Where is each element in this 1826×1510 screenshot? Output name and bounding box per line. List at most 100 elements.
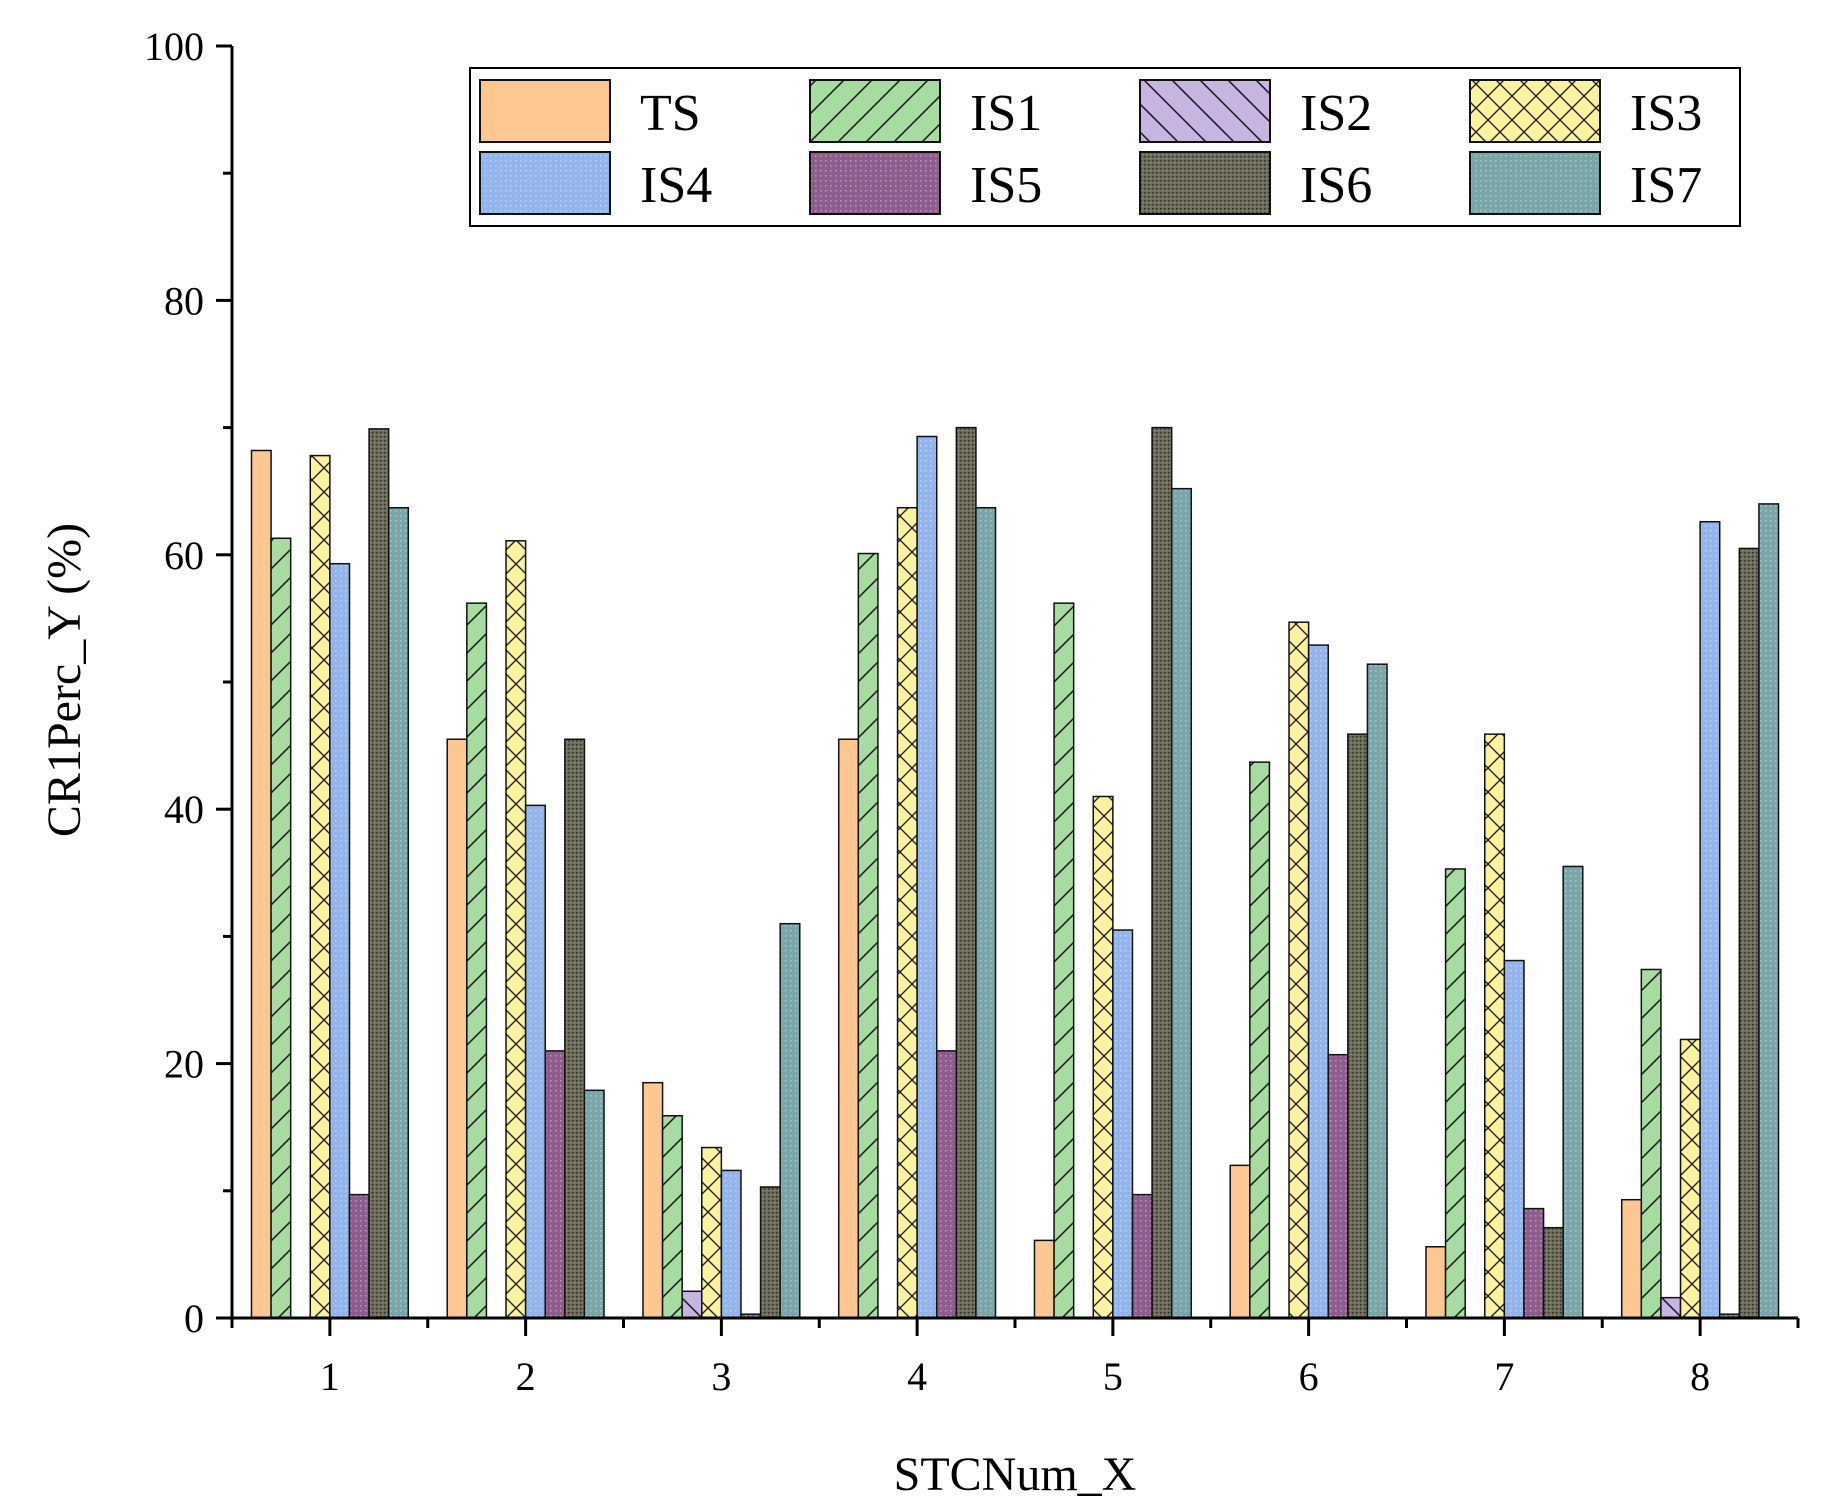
bar-is6-2 <box>564 738 586 1319</box>
legend-label: IS5 <box>970 157 1042 214</box>
bar-is7-2 <box>583 1089 605 1319</box>
x-tick-label: 2 <box>516 1354 536 1399</box>
bar-is1-7 <box>1444 868 1466 1319</box>
legend-label: IS2 <box>1300 85 1372 142</box>
bar-is3-5 <box>1092 795 1114 1319</box>
bar-is5-2 <box>544 1050 566 1319</box>
bar-is1-1 <box>270 537 292 1319</box>
legend-item-is2: IS2 <box>1139 79 1372 143</box>
x-tick-label: 3 <box>711 1354 731 1399</box>
legend-item-is3: IS3 <box>1469 79 1702 143</box>
bar-is6-3 <box>759 1186 781 1319</box>
bar-is7-6 <box>1366 663 1388 1319</box>
legend-swatch <box>479 79 611 143</box>
x-tick-label: 4 <box>907 1354 927 1399</box>
bar-is4-1 <box>329 562 351 1319</box>
bar-is2-8 <box>1660 1296 1682 1319</box>
legend-label: IS1 <box>970 85 1042 142</box>
legend-label: IS6 <box>1300 157 1372 214</box>
y-tick-label: 40 <box>164 787 204 832</box>
bar-is1-5 <box>1053 602 1075 1319</box>
bar-ts-8 <box>1620 1198 1643 1319</box>
bar-is3-4 <box>896 506 918 1319</box>
bar-is3-8 <box>1679 1038 1701 1319</box>
bar-ts-2 <box>446 738 468 1319</box>
bar-ts-6 <box>1229 1164 1251 1319</box>
bar-is7-3 <box>779 922 801 1319</box>
legend-item-is1: IS1 <box>809 79 1042 143</box>
legend-item-is4: IS4 <box>479 151 712 215</box>
bar-is3-3 <box>701 1146 723 1319</box>
bar-ts-3 <box>642 1081 664 1319</box>
x-tick-label: 1 <box>320 1354 340 1399</box>
bar-is5-4 <box>935 1050 958 1319</box>
bar-is5-7 <box>1523 1207 1545 1319</box>
x-tick-label: 7 <box>1494 1354 1514 1399</box>
bar-is3-2 <box>505 540 527 1319</box>
y-tick-label: 80 <box>164 278 204 323</box>
plot-area <box>250 426 1780 1319</box>
bar-is3-1 <box>309 454 331 1319</box>
bar-is1-4 <box>857 552 879 1319</box>
x-axis-title: STCNum_X <box>894 1448 1137 1501</box>
legend-swatch <box>1469 151 1601 215</box>
bar-ts-4 <box>837 738 860 1319</box>
x-tick-label: 8 <box>1690 1354 1710 1399</box>
y-tick-label: 0 <box>184 1296 204 1341</box>
bar-is5-1 <box>348 1193 370 1319</box>
legend-swatch <box>479 151 611 215</box>
axes <box>216 44 1800 1336</box>
y-tick-label: 60 <box>164 533 204 578</box>
bar-is4-5 <box>1112 929 1134 1319</box>
bar-is6-7 <box>1542 1226 1564 1319</box>
y-tick-label: 100 <box>144 24 204 69</box>
legend-label: IS7 <box>1630 157 1702 214</box>
bar-is1-6 <box>1249 761 1271 1319</box>
bar-is1-2 <box>466 602 488 1319</box>
legend-swatch <box>1469 79 1601 143</box>
x-tick-label: 5 <box>1103 1354 1123 1399</box>
bar-is4-6 <box>1307 644 1329 1319</box>
bar-is4-4 <box>916 435 938 1319</box>
bar-is6-4 <box>955 426 977 1319</box>
y-tick-label: 20 <box>164 1042 204 1087</box>
legend: TS IS1 IS2 IS3 IS4 IS5 IS6 IS7 <box>469 67 1741 227</box>
bar-is7-5 <box>1170 487 1193 1319</box>
bar-is6-8 <box>1738 547 1760 1319</box>
bar-is3-7 <box>1484 733 1506 1319</box>
bar-is4-2 <box>524 804 546 1319</box>
legend-swatch <box>809 151 941 215</box>
bar-is5-6 <box>1327 1053 1349 1319</box>
y-axis-title: CR1Perc_Y (%) <box>38 523 91 837</box>
legend-label: TS <box>640 85 701 142</box>
legend-swatch <box>1139 151 1271 215</box>
tick-labels: 0 20 40 60 80 100 1 2 3 4 5 6 7 8 <box>144 24 1710 1399</box>
bar-is4-8 <box>1699 520 1721 1319</box>
x-tick-label: 6 <box>1299 1354 1319 1399</box>
bar-ts-7 <box>1425 1246 1447 1319</box>
bar-ts-1 <box>250 449 272 1319</box>
bar-is4-7 <box>1503 959 1525 1319</box>
legend-swatch <box>809 79 941 143</box>
bar-is3-6 <box>1288 621 1310 1319</box>
bar-is7-1 <box>387 506 410 1319</box>
bar-is7-7 <box>1562 865 1584 1319</box>
legend-item-is6: IS6 <box>1139 151 1372 215</box>
bar-is7-4 <box>975 506 997 1319</box>
bar-is6-5 <box>1151 426 1173 1319</box>
bar-is5-5 <box>1131 1193 1153 1319</box>
legend-item-ts: TS <box>479 79 701 143</box>
bar-ts-5 <box>1033 1239 1055 1319</box>
legend-swatch <box>1139 79 1271 143</box>
bar-is7-8 <box>1758 503 1780 1319</box>
bar-is6-1 <box>368 428 390 1319</box>
bar-is6-6 <box>1347 733 1369 1319</box>
legend-label: IS4 <box>640 157 712 214</box>
bar-is2-3 <box>681 1290 703 1319</box>
legend-item-is5: IS5 <box>809 151 1042 215</box>
bar-is1-3 <box>661 1115 683 1319</box>
bar-is4-3 <box>720 1169 742 1319</box>
legend-label: IS3 <box>1630 85 1702 142</box>
legend-item-is7: IS7 <box>1469 151 1702 215</box>
